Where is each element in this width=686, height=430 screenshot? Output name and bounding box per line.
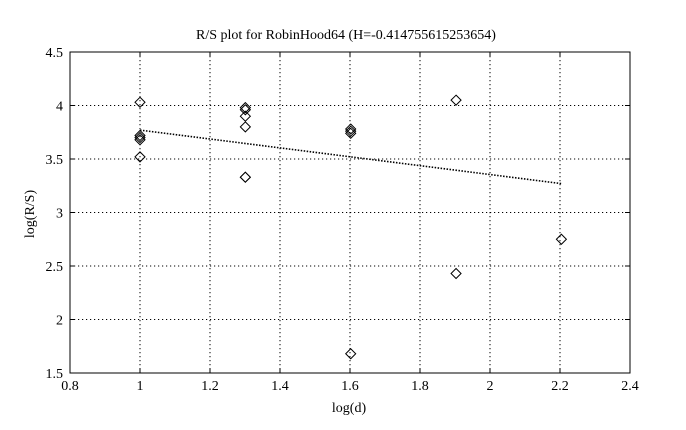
y-tick-label: 2 xyxy=(56,314,63,329)
data-point-diamond xyxy=(239,171,252,183)
data-point-diamond xyxy=(134,96,146,108)
y-tick-label: 3 xyxy=(56,207,63,222)
y-tick-label: 4.5 xyxy=(46,46,64,61)
chart-title: R/S plot for RobinHood64 (H=-0.414755615… xyxy=(196,28,496,43)
data-point-diamond xyxy=(134,129,146,142)
data-point-diamond xyxy=(344,348,357,360)
data-point-diamond xyxy=(134,131,146,144)
y-axis-label: log(R/S) xyxy=(23,190,38,239)
x-axis-label: log(d) xyxy=(332,401,367,416)
data-point-diamond xyxy=(450,267,462,280)
x-tick-label: 2 xyxy=(487,379,494,394)
x-tick-label: 2.4 xyxy=(621,379,639,394)
y-tick-label: 3.5 xyxy=(46,153,64,168)
y-tick-labels: 1.5 2 2.5 3 3.5 4 4.5 xyxy=(46,46,64,382)
data-point-diamond xyxy=(344,125,357,137)
x-tick-label: 1.2 xyxy=(201,379,219,394)
axis-ticks xyxy=(69,51,631,374)
y-tick-label: 4 xyxy=(56,100,63,115)
x-tick-labels: 0.8 1 1.2 1.4 1.6 1.8 2 2.2 2.4 xyxy=(61,379,639,394)
data-point-diamond xyxy=(344,123,357,135)
x-tick-label: 0.8 xyxy=(61,379,79,394)
data-point-diamond xyxy=(555,233,568,245)
data-point-diamond xyxy=(344,127,357,140)
x-tick-label: 1 xyxy=(137,379,144,394)
data-point-diamond xyxy=(134,134,146,146)
y-tick-label: 1.5 xyxy=(46,367,64,382)
grid-lines xyxy=(70,52,630,373)
x-tick-label: 1.8 xyxy=(411,379,429,394)
x-tick-label: 1.6 xyxy=(341,379,359,394)
data-point-diamond xyxy=(134,151,146,163)
data-point-diamond xyxy=(239,171,252,183)
data-point-diamond xyxy=(239,101,252,114)
y-tick-label: 2.5 xyxy=(46,260,64,275)
data-point-diamond xyxy=(239,104,252,116)
x-tick-label: 2.2 xyxy=(551,379,569,394)
x-tick-label: 1.4 xyxy=(271,379,289,394)
data-point-diamond xyxy=(239,121,252,133)
data-points xyxy=(134,94,568,360)
data-point-diamond xyxy=(450,94,462,106)
